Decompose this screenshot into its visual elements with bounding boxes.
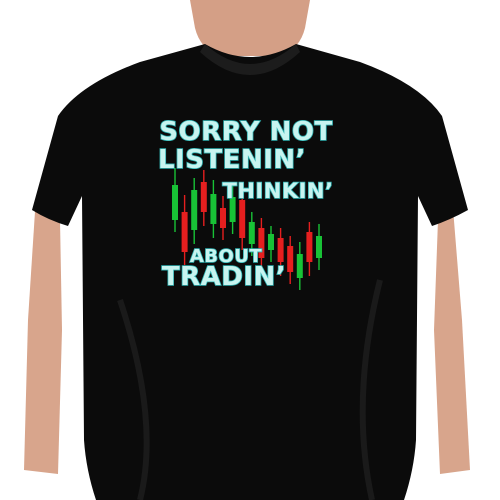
candle-body bbox=[277, 238, 284, 262]
candle-body bbox=[306, 232, 313, 262]
candle-body bbox=[220, 208, 226, 228]
candle-body bbox=[172, 185, 178, 220]
candle-body bbox=[296, 254, 303, 278]
candle-body bbox=[191, 190, 198, 230]
print-line-1: SORRY NOT bbox=[159, 117, 332, 147]
print-line-3: THINKIN’ bbox=[223, 179, 334, 203]
print-line-4: ABOUT bbox=[190, 246, 263, 267]
candle-body bbox=[287, 246, 294, 272]
left-arm bbox=[24, 196, 62, 474]
candlestick-chart-graphic bbox=[172, 168, 322, 290]
candle-body bbox=[316, 236, 322, 258]
candle-body bbox=[258, 228, 265, 258]
candle-body bbox=[200, 182, 207, 212]
candle-body bbox=[229, 197, 236, 222]
neck bbox=[190, 0, 310, 56]
candle-body bbox=[248, 222, 255, 244]
candle-body bbox=[181, 212, 188, 252]
candle-body bbox=[210, 194, 217, 224]
fold-shadow bbox=[359, 279, 383, 500]
print-line-5: TRADIN’ bbox=[162, 262, 286, 292]
print-line-2: LISTENIN’ bbox=[158, 145, 306, 175]
fold-shadow bbox=[117, 299, 150, 500]
right-arm bbox=[434, 196, 470, 474]
candle-body bbox=[268, 234, 274, 250]
tshirt-collar bbox=[200, 44, 300, 75]
candle-body bbox=[239, 200, 246, 238]
